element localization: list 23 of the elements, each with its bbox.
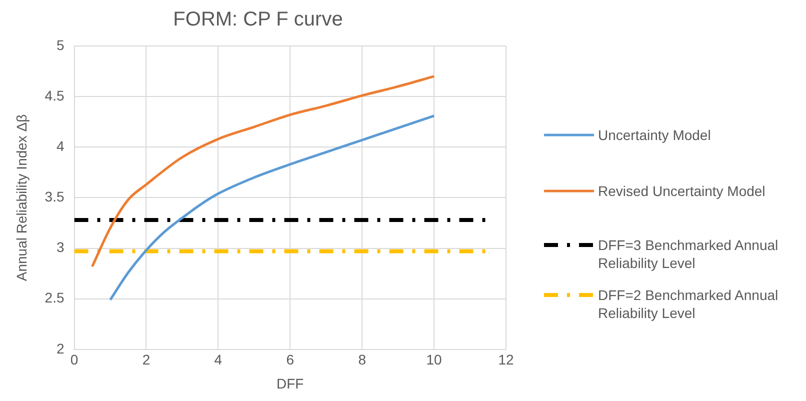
x-tick-label: 2	[142, 352, 150, 368]
x-tick-label: 4	[214, 352, 222, 368]
x-tick-label: 10	[426, 352, 442, 368]
x-axis-title: DFF	[276, 375, 304, 392]
y-tick-label: 3.5	[44, 188, 64, 205]
x-tick-label: 12	[498, 352, 514, 368]
legend-label: DFF=3 Benchmarked Annual Reliability Level	[598, 236, 780, 272]
y-tick-label: 2.5	[44, 290, 64, 306]
y-tick-label: 2	[56, 340, 64, 356]
line-series	[91, 75, 436, 268]
y-tick-label: 3	[56, 239, 64, 256]
x-tick-label: 8	[358, 352, 366, 368]
legend-label: Uncertainty Model	[598, 126, 711, 144]
y-tick-label: 5	[56, 36, 64, 53]
legend-label: DFF=2 Benchmarked Annual Reliability Level	[598, 286, 780, 322]
y-tick-label: 4	[56, 138, 64, 154]
legend-label: Revised Uncertainty Model	[598, 182, 766, 200]
y-axis-title: Annual Reliability Index Δβ	[13, 114, 30, 282]
x-tick-label: 6	[286, 352, 294, 368]
x-tick-label: 0	[70, 352, 78, 368]
line-series	[108, 114, 436, 302]
y-tick-label: 4.5	[44, 87, 64, 104]
chart-title: FORM: CP F curve	[173, 8, 343, 31]
